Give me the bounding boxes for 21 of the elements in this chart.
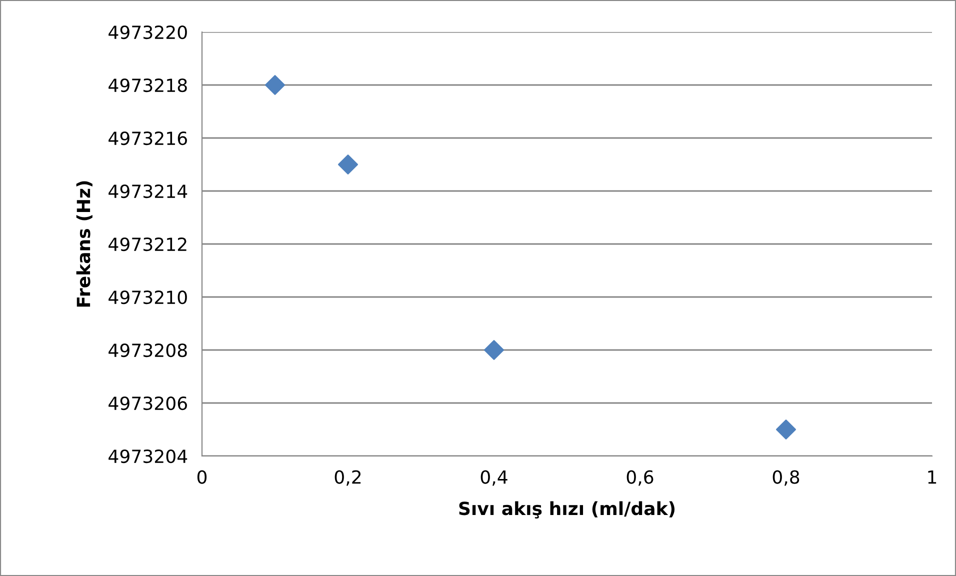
y-tick-label: 4973218 [108,78,187,92]
point [484,340,504,360]
point [776,419,796,440]
y-tick-label: 4973204 [108,449,188,464]
y-tick-label: 4973208 [108,343,187,358]
y-tick-label: 4973216 [108,131,187,146]
y-axis-title: Frekans (Hz) [76,181,92,307]
point [338,154,358,175]
y-tick-label: 4973206 [108,396,187,410]
x-tick-label: 0 [197,470,207,484]
y-tick-label: 4973212 [108,237,186,252]
y-tick-label: 4973214 [108,184,188,198]
x-tick-label: 0,4 [480,470,508,486]
x-tick-label: 0,6 [626,470,654,486]
y-tick-label: 4973210 [108,290,187,304]
x-axis-title: Sıvı akış hızı (ml/dak) [459,501,674,519]
x-tick-label: 1 [928,470,936,484]
x-tick-label: 0,2 [334,470,361,486]
y-tick-label: 4973220 [108,25,187,40]
point [264,74,286,96]
x-tick-label: 0,8 [772,470,800,486]
